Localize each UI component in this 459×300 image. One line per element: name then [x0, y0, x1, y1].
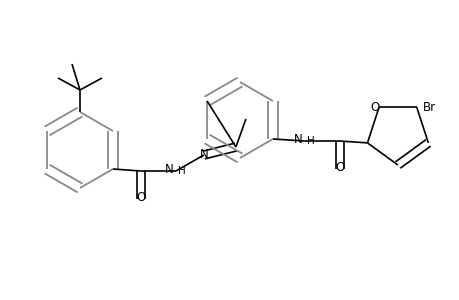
- Text: H: H: [306, 136, 314, 146]
- Text: O: O: [369, 101, 379, 114]
- Text: N: N: [199, 148, 208, 161]
- Text: O: O: [136, 191, 145, 204]
- Text: N: N: [165, 163, 174, 176]
- Text: H: H: [178, 166, 185, 176]
- Text: N: N: [293, 133, 302, 146]
- Text: Br: Br: [422, 100, 435, 114]
- Text: O: O: [335, 161, 344, 174]
